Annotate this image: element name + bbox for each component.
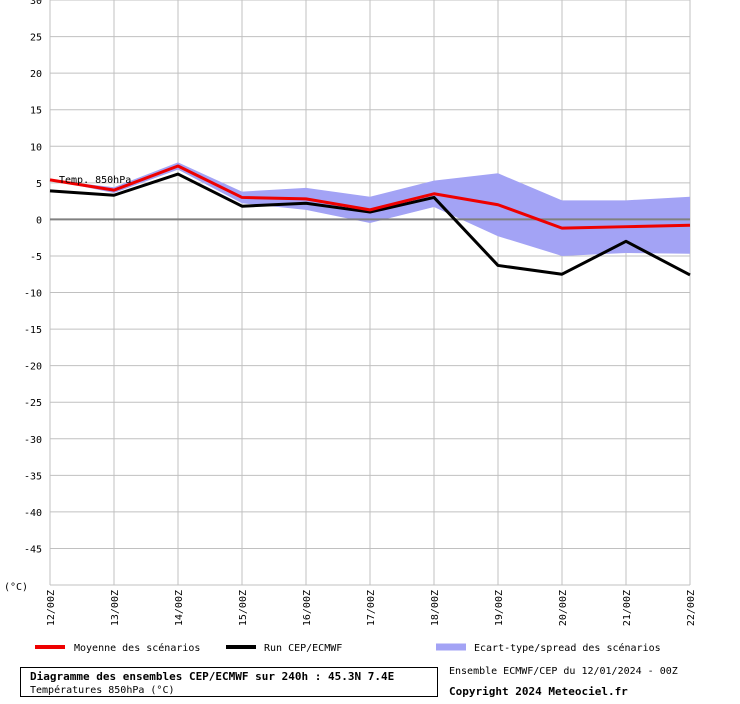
y-tick-label: -35 — [24, 471, 42, 482]
legend-spread-swatch — [436, 643, 466, 651]
mean-series-line — [49, 164, 691, 230]
y-tick-label: -30 — [24, 435, 42, 446]
x-tick-label: 21/00Z — [622, 590, 633, 626]
y-tick-label: -15 — [24, 325, 42, 336]
copyright: Copyright 2024 Meteociel.fr — [449, 685, 628, 698]
x-tick-label: 18/00Z — [430, 590, 441, 626]
x-tick-label: 17/00Z — [366, 590, 377, 626]
run-series-line — [49, 172, 691, 277]
y-tick-label: -10 — [24, 289, 42, 300]
x-tick-label: 14/00Z — [174, 590, 185, 626]
y-tick-label: -40 — [24, 508, 42, 519]
x-tick-label: 19/00Z — [494, 590, 505, 626]
y-tick-label: -20 — [24, 362, 42, 373]
legend-run-swatch — [226, 645, 256, 649]
y-tick-label: 5 — [36, 179, 42, 190]
x-tick-label: 12/00Z — [46, 590, 57, 626]
x-tick-label: 20/00Z — [558, 590, 569, 626]
x-tick-label: 15/00Z — [238, 590, 249, 626]
x-tick-label: 13/00Z — [110, 590, 121, 626]
y-tick-label: 15 — [30, 106, 42, 117]
y-tick-label: 25 — [30, 33, 42, 44]
x-tick-label: 22/00Z — [686, 590, 697, 626]
y-tick-label: -45 — [24, 544, 42, 555]
y-tick-labels: 30 25 20 15 10 5 0 -5 -10 -15 -20 -25 -30 -35 -40 -45 — [24, 0, 42, 555]
legend-mean-label: Moyenne des scénarios — [74, 642, 200, 654]
legend: Moyenne des scénarios Run CEP/ECMWF Ecart-… — [35, 642, 661, 654]
chart-subtitle: Températures 850hPa (°C) — [30, 685, 175, 696]
y-tick-label: 30 — [30, 0, 42, 7]
y-tick-label: 20 — [30, 69, 42, 80]
y-tick-label: -5 — [30, 252, 42, 263]
grid-layer — [49, 0, 691, 586]
legend-mean-swatch — [35, 645, 65, 649]
x-tick-label: 16/00Z — [302, 590, 313, 626]
run-info: Ensemble ECMWF/CEP du 12/01/2024 - 00Z — [449, 666, 678, 677]
series-label: Temp. 850hPa — [59, 175, 131, 186]
y-tick-label: 0 — [36, 215, 42, 226]
y-axis-unit-label: (°C) — [4, 582, 28, 593]
legend-run-label: Run CEP/ECMWF — [264, 643, 342, 654]
y-tick-label: 10 — [30, 142, 42, 153]
legend-spread-label: Ecart-type/spread des scénarios — [474, 642, 661, 654]
y-tick-label: -25 — [24, 398, 42, 409]
series-layer — [49, 164, 691, 277]
title-box: Diagramme des ensembles CEP/ECMWF sur 24… — [20, 667, 438, 697]
x-tick-labels: 12/00Z 13/00Z 14/00Z 15/00Z 16/00Z 17/00Z 18/0… — [46, 590, 697, 626]
chart-title: Diagramme des ensembles CEP/ECMWF sur 24… — [30, 670, 395, 683]
